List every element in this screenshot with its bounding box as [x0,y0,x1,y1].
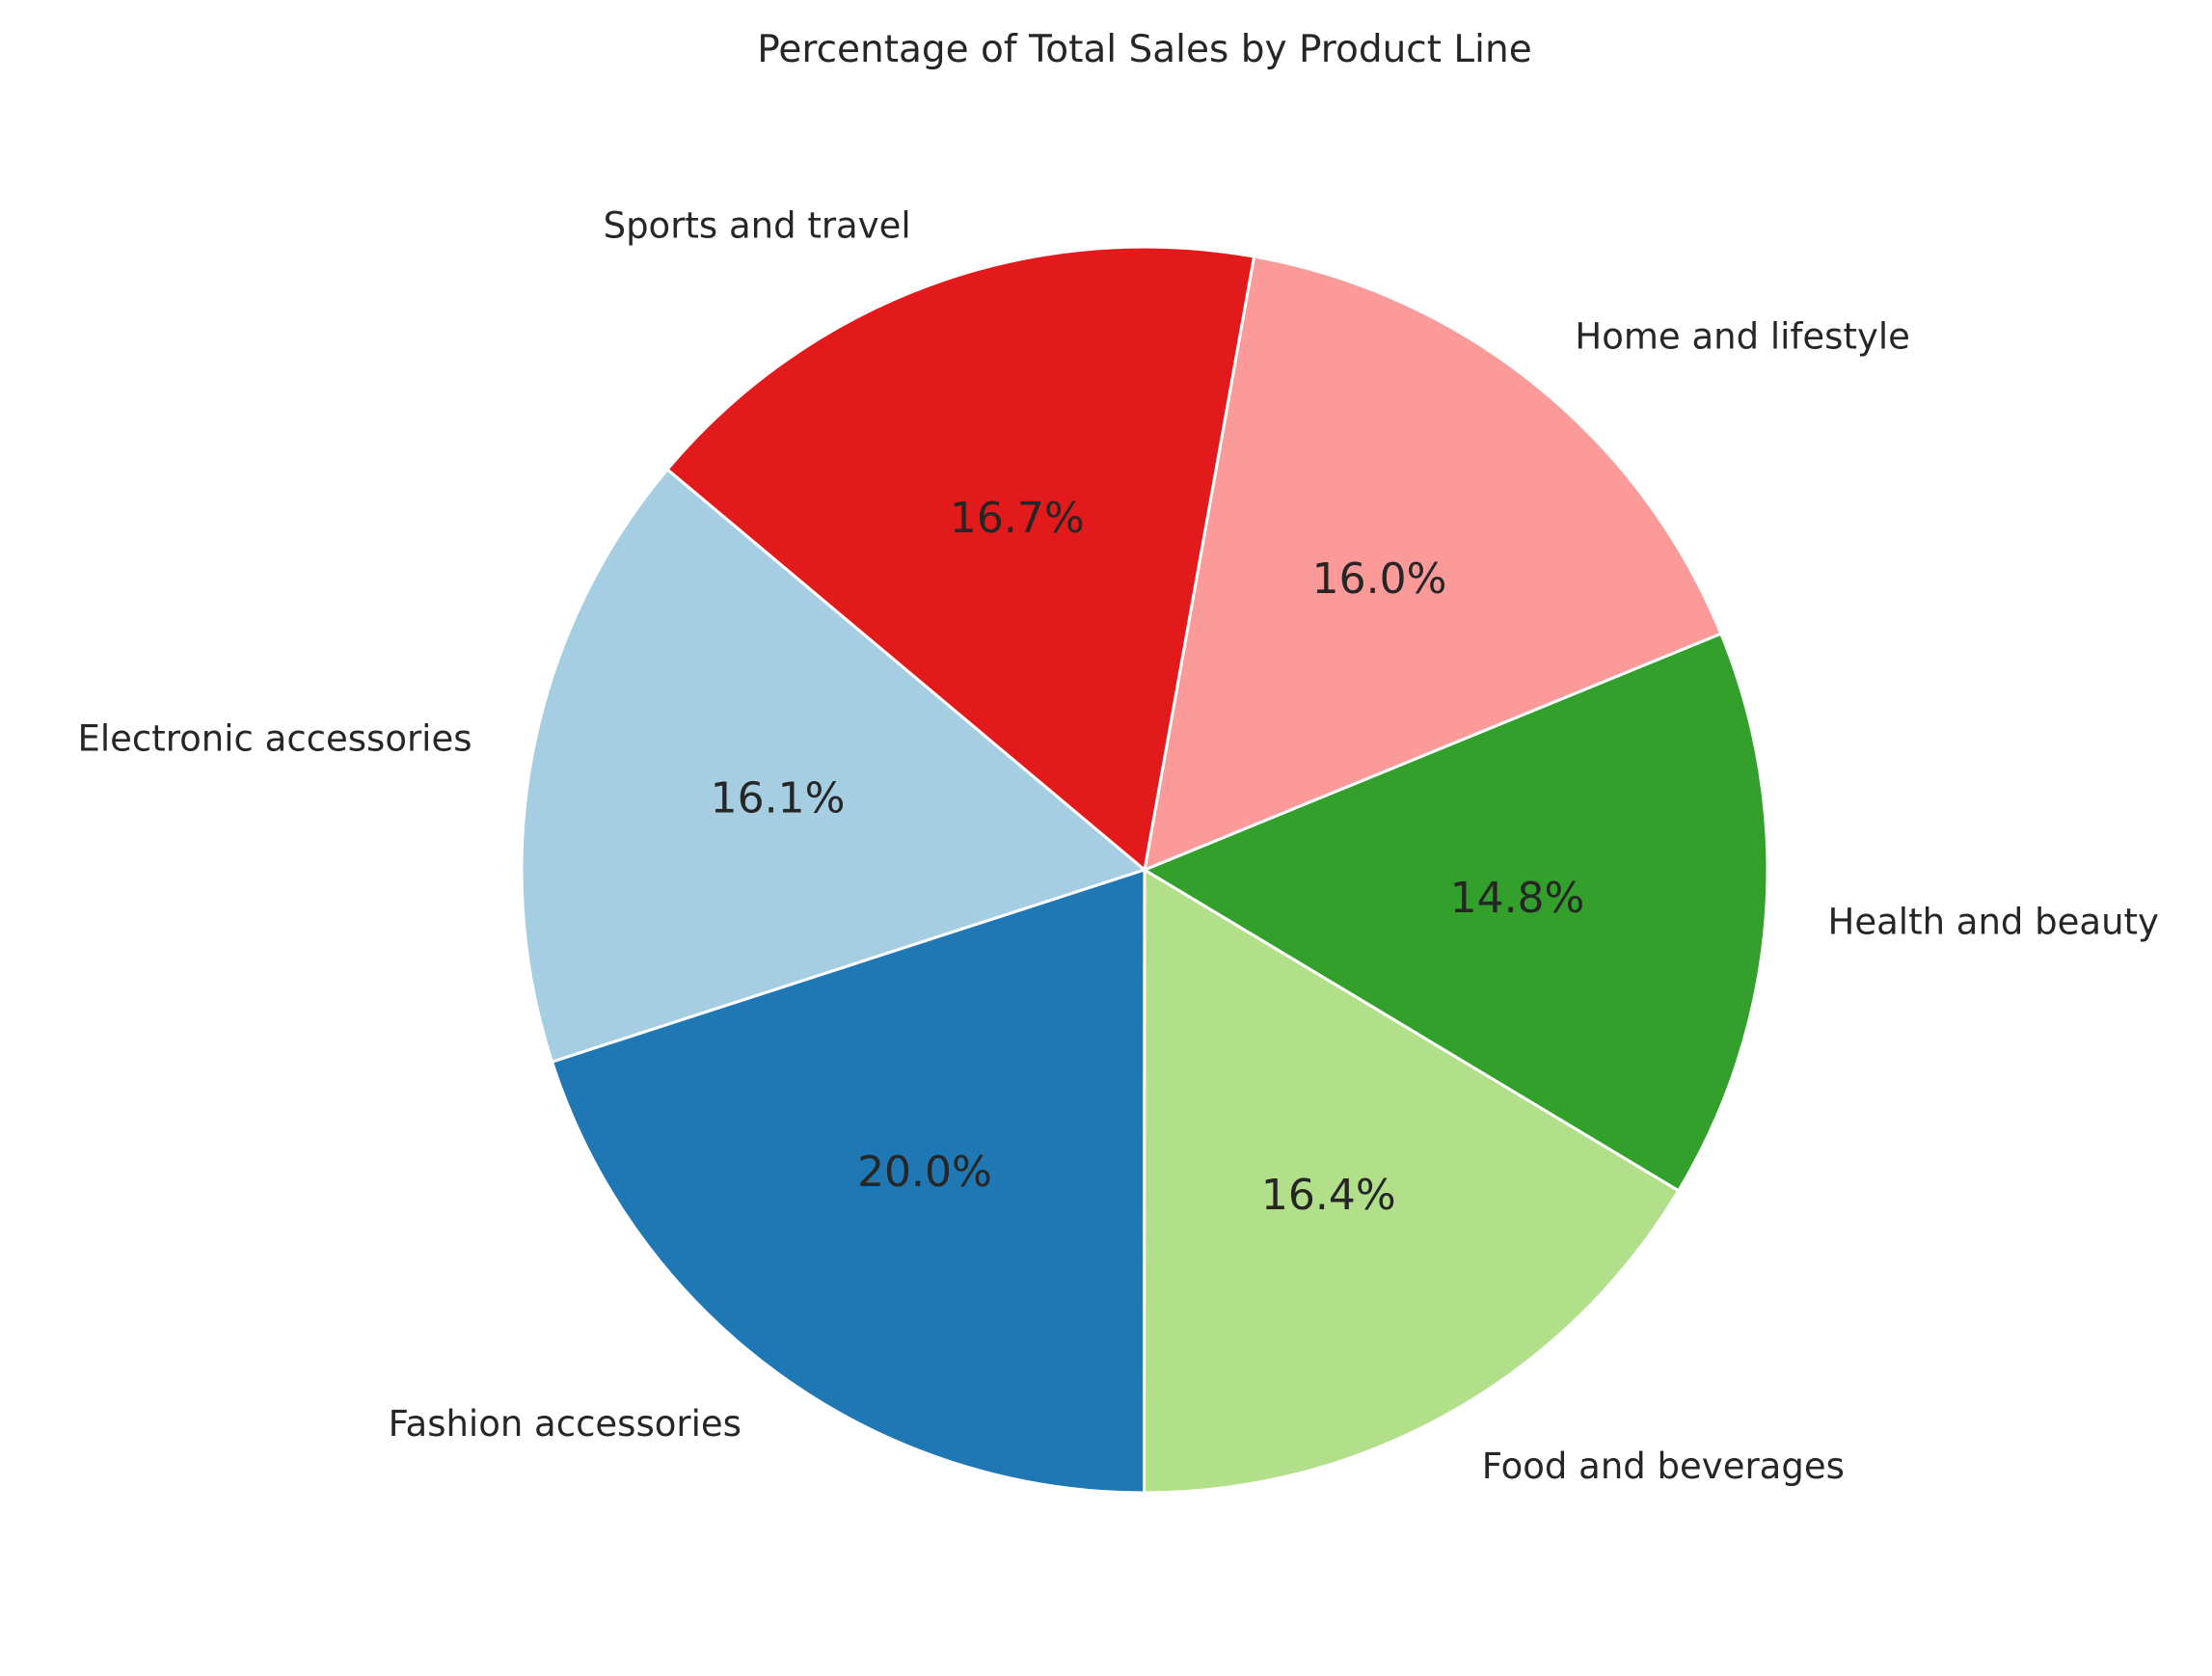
slice-label-food-and-beverages: Food and beverages [1482,1446,1845,1487]
slice-label-electronic-accessories: Electronic accessories [78,718,472,760]
pct-label-electronic-accessories: 16.1% [711,773,846,823]
pie-slice-health-and-beauty [1143,632,1769,1193]
pie-labels: 16.1% Electronic accessories 20.0% Fashion … [78,205,2159,1488]
slice-label-health-and-beauty: Health and beauty [1828,902,2159,943]
slice-label-fashion-accessories: Fashion accessories [389,1403,742,1445]
pie-slice-fashion-accessories [550,868,1146,1495]
pct-label-fashion-accessories: 20.0% [857,1148,992,1197]
pct-label-sports-and-travel: 16.7% [950,494,1085,543]
pie-slices [520,245,1769,1495]
pie-slice-home-and-lifestyle [1143,255,1723,872]
pct-label-food-and-beverages: 16.4% [1261,1171,1396,1220]
pct-label-health-and-beauty: 14.8% [1450,874,1585,923]
pct-label-home-and-lifestyle: 16.0% [1312,554,1447,604]
slice-label-sports-and-travel: Sports and travel [604,205,911,247]
slice-label-home-and-lifestyle: Home and lifestyle [1575,316,1909,358]
pie-slice-food-and-beverages [1143,868,1681,1495]
chart-title: Percentage of Total Sales by Product Lin… [757,28,1531,71]
pie-slice-electronic-accessories [520,468,1146,1064]
pie-slice-sports-and-travel [665,245,1256,872]
